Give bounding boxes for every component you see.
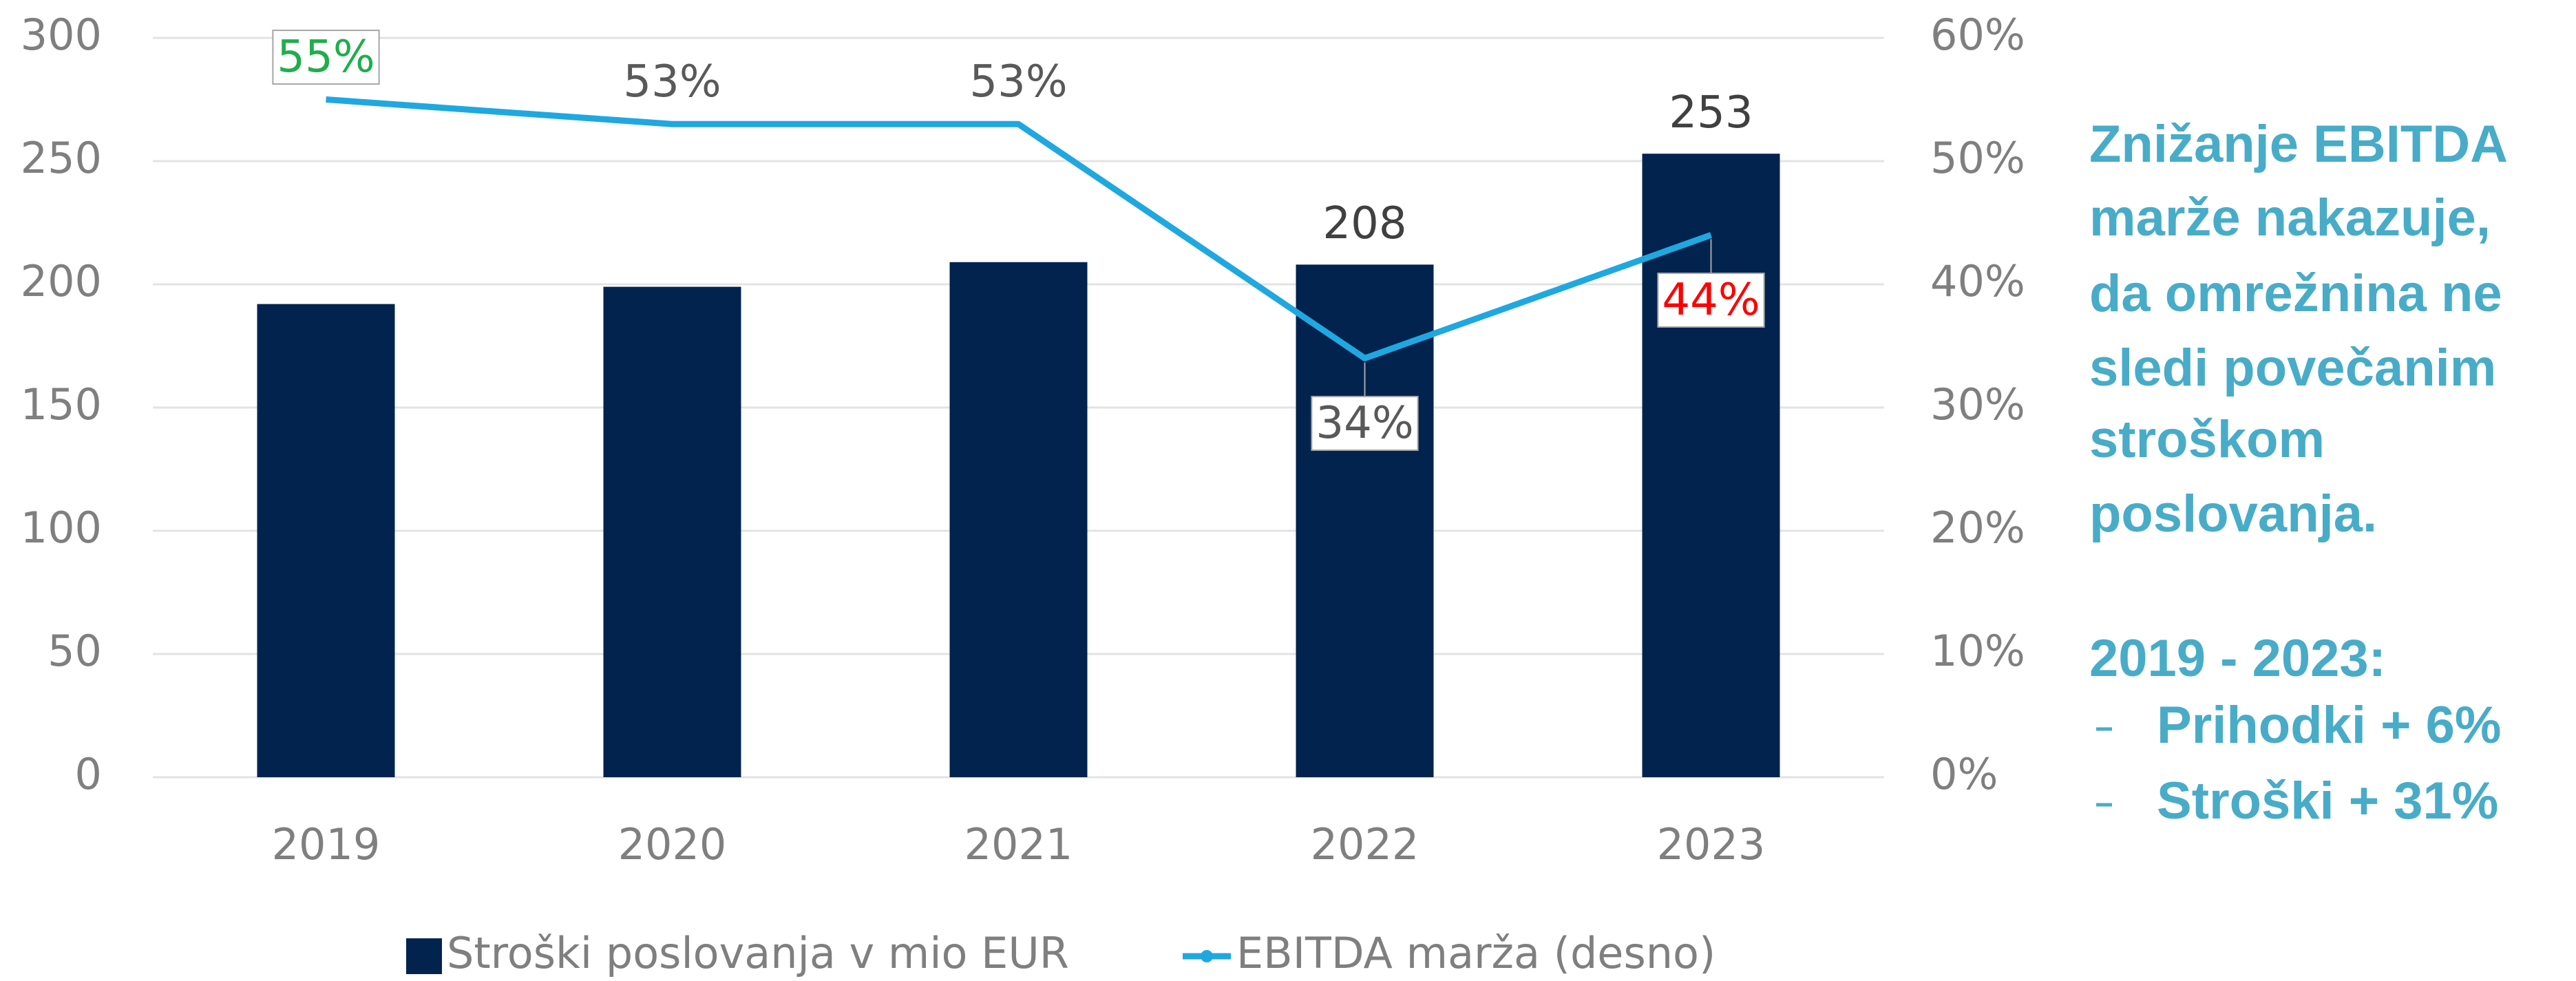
legend-label: Stroški poslovanja v mio EUR (447, 928, 1069, 978)
y2-tick-label: 40% (1930, 256, 2025, 306)
y-tick-label: 0 (75, 749, 102, 799)
label-box (1311, 395, 1419, 451)
annotation-line: marže nakazuje, (2089, 189, 2491, 247)
annotation-item: Stroški + 31% (2157, 772, 2498, 830)
annotation-period: 2019 - 2023: (2089, 629, 2386, 688)
legend-swatch (406, 938, 442, 974)
label-box (1657, 272, 1765, 328)
y-tick-label: 150 (21, 379, 102, 430)
line-value-label: 53% (969, 56, 1067, 107)
x-tick-label: 2023 (1657, 819, 1766, 869)
annotation-line: poslovanja. (2089, 485, 2377, 543)
bar-value-label: 208 (1322, 198, 1406, 249)
line-value-label: 53% (623, 56, 721, 107)
annotation-item: Prihodki + 6% (2157, 696, 2502, 755)
bar (257, 304, 395, 777)
bar (603, 286, 741, 778)
line-value-label: 55% (277, 32, 374, 83)
y-tick-label: 50 (47, 626, 102, 676)
bar (949, 262, 1088, 777)
annotation-line: da omrežnina ne (2089, 264, 2502, 323)
annotation-line: sledi povečanim (2089, 339, 2496, 397)
line-value-label: 34% (1316, 398, 1413, 449)
legend-marker (1201, 950, 1213, 962)
y2-tick-label: 10% (1930, 626, 2025, 676)
y-tick-label: 200 (21, 256, 102, 306)
y2-tick-label: 20% (1930, 503, 2025, 553)
y2-tick-label: 60% (1930, 10, 2025, 60)
bar-value-label: 253 (1669, 87, 1753, 138)
bar (1296, 264, 1434, 777)
x-tick-label: 2022 (1311, 819, 1419, 869)
annotation-line: Znižanje EBITDA (2089, 115, 2508, 173)
y2-tick-label: 30% (1930, 379, 2025, 430)
y2-tick-label: 0% (1930, 749, 1998, 799)
y-tick-label: 300 (21, 10, 102, 60)
x-tick-label: 2021 (964, 819, 1073, 869)
x-tick-label: 2019 (272, 819, 381, 869)
y-tick-label: 100 (21, 503, 102, 553)
annotation-line: stroškom (2089, 410, 2325, 469)
line-value-label: 44% (1662, 275, 1760, 326)
y2-tick-label: 50% (1930, 133, 2025, 183)
x-tick-label: 2020 (618, 819, 727, 869)
y-tick-label: 250 (21, 133, 102, 183)
line (326, 96, 1713, 361)
label-box (272, 30, 380, 85)
legend-label: EBITDA marža (desno) (1236, 928, 1715, 978)
